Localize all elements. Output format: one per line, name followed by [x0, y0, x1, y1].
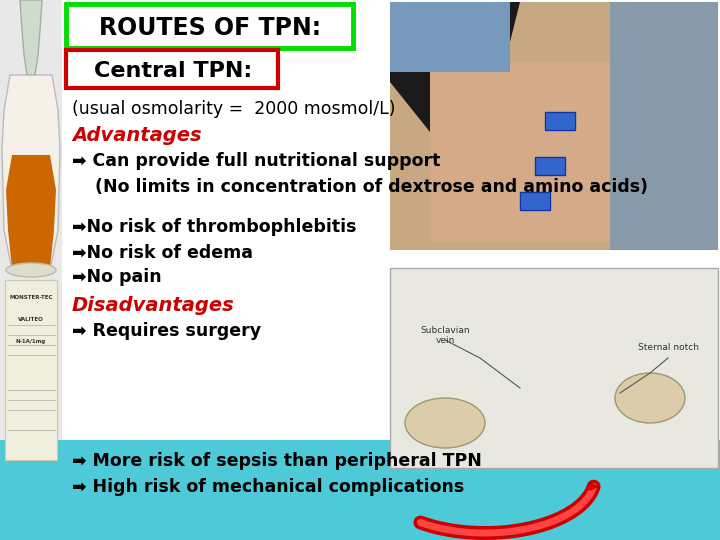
Text: ➡ Can provide full nutritional support: ➡ Can provide full nutritional support: [72, 152, 441, 170]
Text: VALITEO: VALITEO: [18, 317, 44, 322]
Polygon shape: [20, 0, 42, 75]
Text: ➡ More risk of sepsis than peripheral TPN: ➡ More risk of sepsis than peripheral TP…: [72, 452, 482, 470]
Text: Subclavian
vein: Subclavian vein: [420, 326, 470, 346]
Polygon shape: [390, 2, 520, 132]
Text: Sternal notch: Sternal notch: [637, 343, 698, 352]
Text: ➡No risk of edema: ➡No risk of edema: [72, 244, 253, 262]
Text: ➡No risk of thrombophlebitis: ➡No risk of thrombophlebitis: [72, 218, 356, 236]
Ellipse shape: [6, 263, 56, 277]
Bar: [610, 2, 718, 250]
Bar: [545, 112, 575, 130]
Text: ➡ Requires surgery: ➡ Requires surgery: [72, 322, 261, 340]
FancyBboxPatch shape: [66, 50, 278, 88]
Text: Disadvantages: Disadvantages: [72, 296, 235, 315]
Ellipse shape: [405, 398, 485, 448]
Polygon shape: [2, 75, 60, 270]
Bar: [0, 440, 62, 540]
Text: Central TPN:: Central TPN:: [94, 61, 252, 81]
Bar: [5, 280, 57, 460]
Bar: [535, 157, 565, 175]
FancyBboxPatch shape: [66, 4, 353, 48]
Bar: [430, 62, 610, 242]
Text: N-1A/1mg: N-1A/1mg: [16, 339, 46, 344]
Text: ➡ High risk of mechanical complications: ➡ High risk of mechanical complications: [72, 478, 464, 496]
Text: ➡No pain: ➡No pain: [72, 268, 161, 286]
Text: (usual osmolarity =  2000 mosmol/L): (usual osmolarity = 2000 mosmol/L): [72, 100, 395, 118]
Bar: [0, 440, 720, 540]
Bar: [520, 192, 550, 210]
Polygon shape: [6, 155, 56, 268]
Bar: [0, 0, 62, 540]
Text: MONSTER-TEC: MONSTER-TEC: [9, 295, 53, 300]
Text: Advantages: Advantages: [72, 126, 202, 145]
Bar: [390, 2, 510, 72]
Bar: [390, 268, 718, 468]
Text: (No limits in concentration of dextrose and amino acids): (No limits in concentration of dextrose …: [95, 178, 648, 196]
Bar: [390, 2, 718, 250]
Ellipse shape: [615, 373, 685, 423]
Text: ROUTES OF TPN:: ROUTES OF TPN:: [99, 16, 321, 40]
